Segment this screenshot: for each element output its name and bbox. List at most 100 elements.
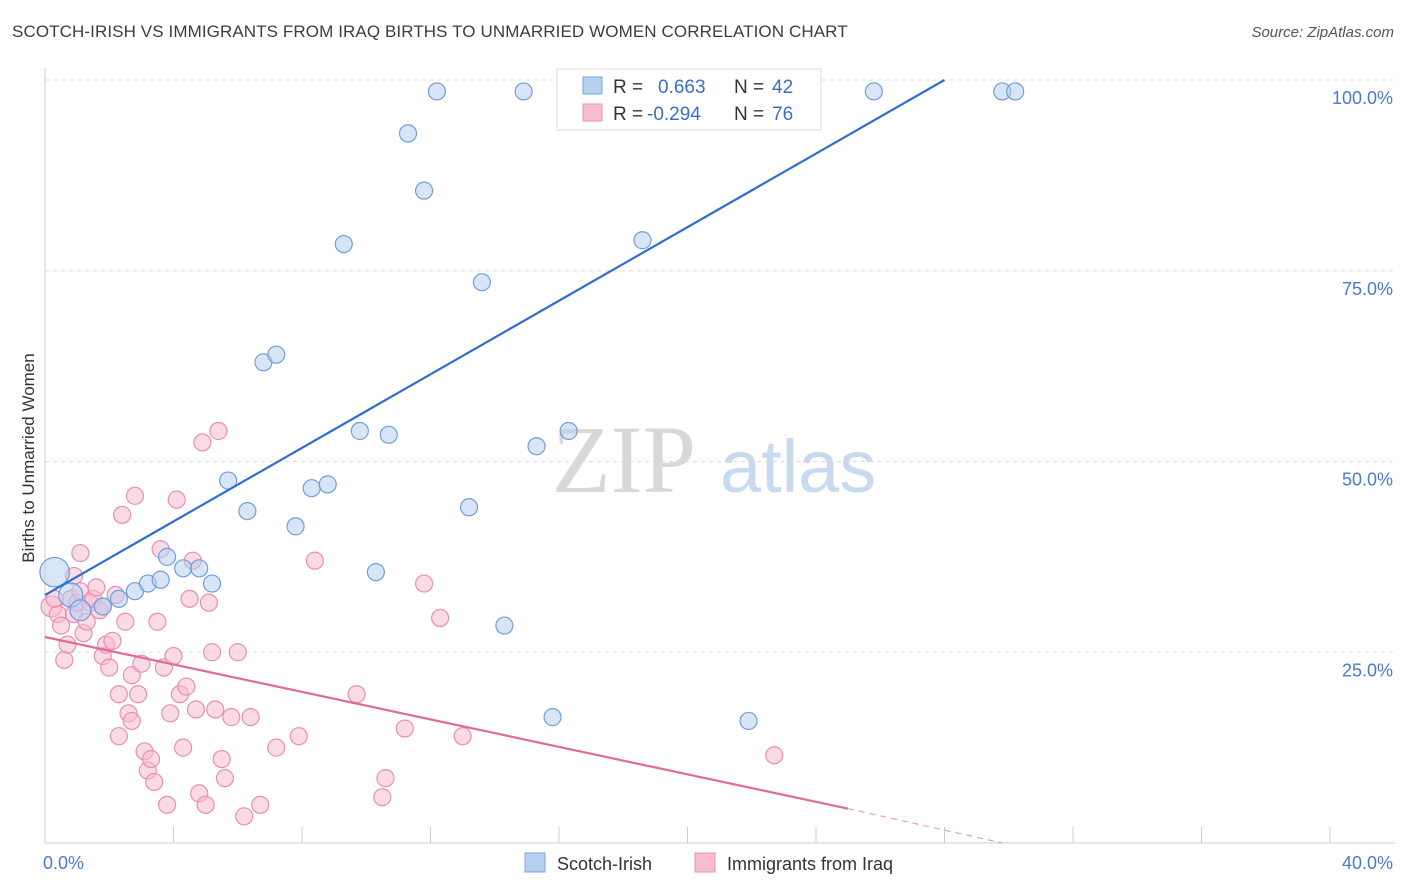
- iraq-point-4: [58, 635, 77, 654]
- scotch-irish-point-27: [472, 273, 491, 292]
- grid-lines: [45, 79, 1395, 653]
- iraq-point-50: [196, 795, 215, 814]
- iraq-point-64: [305, 551, 324, 570]
- iraq-point-57: [222, 708, 241, 727]
- iraq-trend-line-extension: [847, 808, 1003, 844]
- iraq-point-21: [109, 685, 128, 704]
- iraq-point-2: [51, 616, 71, 635]
- scotch-irish-point-23: [398, 124, 418, 143]
- iraq-point-59: [235, 807, 254, 826]
- iraq-point-44: [177, 677, 196, 696]
- scotch-irish-point-39: [864, 82, 883, 101]
- iraq-point-67: [376, 769, 395, 788]
- scotch-irish-point-20: [350, 421, 369, 441]
- legend-n-label-1: N =: [734, 77, 764, 98]
- y-axis-label: Births to Unmarried Women: [19, 353, 38, 562]
- scotch-irish-point-24: [414, 181, 434, 200]
- iraq-point-38: [157, 795, 177, 814]
- legend-swatch-blue: [582, 76, 603, 95]
- scotch-irish-point-18: [318, 475, 337, 494]
- iraq-point-40: [164, 646, 183, 666]
- iraq-point-70: [431, 608, 450, 628]
- legend-n-label-2: N =: [734, 104, 764, 125]
- scotch-irish-point-30: [527, 437, 546, 456]
- y-tick-label-1: 50.0%: [1342, 470, 1393, 490]
- scotch-irish-point-3: [93, 597, 112, 616]
- iraq-point-26: [125, 486, 145, 505]
- scotch-irish-point-31: [543, 708, 562, 727]
- y-tick-label-2: 75.0%: [1342, 279, 1393, 299]
- iraq-point-35: [148, 612, 167, 631]
- iraq-point-22: [112, 505, 132, 525]
- scotch-irish-point-13: [238, 501, 257, 521]
- iraq-point-3: [55, 650, 74, 669]
- legend-r-label-1: R =: [613, 77, 643, 98]
- iraq-point-34: [145, 772, 164, 792]
- bottom-legend: Scotch-Irish Immigrants from Iraq: [524, 852, 893, 874]
- y-tick-label-0: 25.0%: [1342, 660, 1393, 680]
- scotch-irish-point-22: [379, 425, 398, 444]
- source-label: Source: ZipAtlas.com: [1251, 24, 1394, 41]
- scotch-irish-point-21: [366, 563, 385, 582]
- legend-r-value-1: 0.663: [658, 77, 706, 98]
- bottom-legend-swatch-blue: [524, 852, 546, 873]
- scotch-irish-point-38: [739, 711, 758, 731]
- scotch-irish-point-2: [69, 599, 92, 622]
- iraq-point-72: [765, 746, 784, 765]
- bottom-legend-label-iraq: Immigrants from Iraq: [727, 854, 893, 874]
- scotch-irish-point-32: [559, 421, 578, 441]
- iraq-point-53: [206, 700, 225, 719]
- x-tick-label-0: 0.0%: [43, 853, 84, 873]
- watermark: ZIP atlas: [552, 406, 876, 513]
- iraq-point-68: [395, 719, 414, 738]
- legend-swatch-pink: [582, 103, 603, 122]
- legend-n-value-1: 42: [772, 77, 793, 98]
- series-scotch-irish: [39, 82, 1025, 731]
- watermark-atlas: atlas: [720, 425, 876, 508]
- series-immigrants-from-iraq: [40, 421, 784, 826]
- iraq-point-62: [267, 738, 286, 757]
- scotch-irish-point-29: [514, 82, 533, 101]
- scotch-irish-point-9: [174, 559, 193, 578]
- scotch-irish-point-16: [286, 517, 305, 536]
- scotch-irish-point-35: [633, 231, 652, 250]
- tick-labels: 25.0% 50.0% 75.0% 100.0% 0.0% 40.0%: [43, 88, 1393, 873]
- chart-title: SCOTCH-IRISH VS IMMIGRANTS FROM IRAQ BIR…: [12, 22, 848, 41]
- scotch-irish-point-41: [1006, 82, 1025, 101]
- scotch-irish-point-7: [151, 570, 170, 589]
- bottom-legend-label-scotch-irish: Scotch-Irish: [557, 854, 652, 874]
- iraq-point-65: [347, 685, 366, 704]
- iraq-point-41: [167, 490, 186, 509]
- iraq-point-63: [289, 727, 308, 746]
- iraq-point-56: [215, 769, 234, 788]
- iraq-point-51: [199, 593, 218, 612]
- iraq-point-71: [453, 727, 472, 746]
- legend-r-label-2: R =: [613, 104, 643, 125]
- scotch-irish-point-10: [190, 559, 209, 578]
- iraq-point-69: [414, 574, 434, 593]
- legend-r-value-2: -0.294: [647, 104, 701, 125]
- scotch-irish-point-11: [202, 574, 222, 593]
- iraq-point-66: [373, 788, 392, 807]
- top-legend: R = 0.663 N = 42 R = -0.294 N = 76: [556, 68, 822, 131]
- x-tick-label-1: 40.0%: [1342, 853, 1393, 873]
- iraq-point-52: [202, 643, 222, 662]
- iraq-point-47: [186, 700, 206, 719]
- iraq-point-18: [100, 658, 119, 677]
- iraq-point-61: [251, 795, 270, 814]
- axes: [44, 68, 1395, 844]
- legend-n-value-2: 76: [772, 104, 793, 125]
- iraq-point-27: [129, 685, 148, 704]
- iraq-point-55: [212, 749, 231, 769]
- iraq-point-45: [180, 589, 199, 608]
- iraq-point-28: [109, 727, 128, 746]
- iraq-point-54: [209, 421, 228, 441]
- iraq-trend-line: [44, 635, 849, 810]
- scotch-irish-point-28: [495, 616, 514, 635]
- y-tick-label-3: 100.0%: [1332, 88, 1393, 108]
- scotch-irish-point-15: [267, 345, 286, 364]
- scotch-irish-point-4: [109, 589, 128, 608]
- iraq-point-43: [174, 738, 193, 757]
- iraq-point-33: [141, 749, 161, 769]
- iraq-point-19: [103, 631, 122, 650]
